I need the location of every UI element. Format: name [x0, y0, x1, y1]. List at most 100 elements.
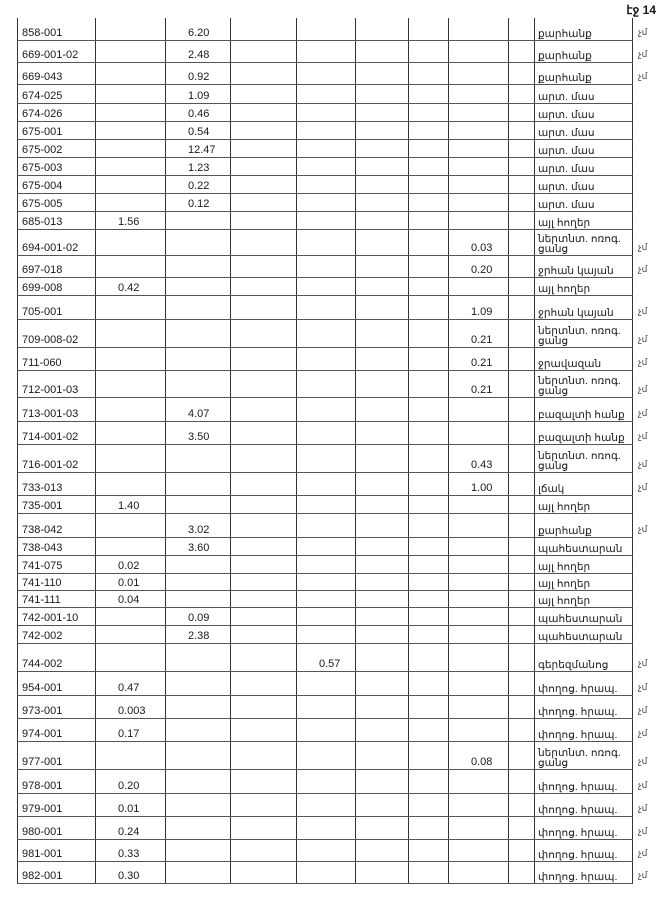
area-cell-6	[408, 671, 449, 696]
land-type: պահեստարան	[534, 607, 633, 626]
table-row: 699-008 0.42 այլ հողեր	[17, 277, 633, 296]
area-cell-3	[230, 40, 297, 63]
area-cell-8	[508, 295, 535, 320]
area-cell-2	[165, 816, 231, 840]
area-cell-6	[408, 18, 449, 41]
area-cell-7	[448, 537, 509, 556]
area-cell-8	[508, 472, 535, 496]
area-cell-7	[448, 555, 509, 574]
table-row: 954-001 0.47 փողոց. հրապ.	[17, 671, 633, 696]
area-cell-8	[508, 347, 535, 371]
parcel-code: 981-001	[17, 839, 96, 862]
area-cell-6	[408, 695, 449, 719]
area-cell-6	[408, 295, 449, 320]
margin-mark: չմ	[638, 71, 648, 81]
area-cell-8	[508, 157, 535, 176]
area-cell-2	[165, 590, 231, 608]
table-row: 742-001-10 0.09 պահեստարան	[17, 607, 633, 626]
area-cell-1: 0.33	[95, 839, 166, 862]
area-cell-6	[408, 175, 449, 194]
table-row: 675-001 0.54 արտ. մաս	[17, 121, 633, 140]
area-cell-1	[95, 193, 166, 212]
area-cell-7: 0.20	[448, 255, 509, 278]
parcel-code: 741-110	[17, 573, 96, 591]
area-cell-7	[448, 277, 509, 296]
area-cell-1	[95, 62, 166, 85]
parcel-code: 742-001-10	[17, 607, 96, 626]
table-row: 978-001 0.20 փողոց. հրապ.	[17, 769, 633, 794]
area-cell-5	[355, 607, 409, 626]
area-cell-4	[296, 590, 356, 608]
area-cell-6	[408, 40, 449, 63]
area-cell-2	[165, 495, 231, 514]
area-cell-5	[355, 121, 409, 140]
area-cell-2: 0.54	[165, 121, 231, 140]
land-type: քարհանք	[534, 40, 633, 63]
area-cell-2	[165, 718, 231, 742]
area-cell-5	[355, 229, 409, 256]
parcel-code: 973-001	[17, 695, 96, 719]
area-cell-2	[165, 255, 231, 278]
area-cell-4	[296, 472, 356, 496]
area-cell-1	[95, 40, 166, 63]
area-cell-8	[508, 397, 535, 422]
area-cell-8	[508, 861, 535, 884]
area-cell-2: 0.46	[165, 103, 231, 122]
land-type: այլ հողեր	[534, 555, 633, 574]
area-cell-5	[355, 175, 409, 194]
parcel-code: 954-001	[17, 671, 96, 696]
area-cell-7	[448, 769, 509, 794]
parcel-code: 741-111	[17, 590, 96, 608]
area-cell-7	[448, 573, 509, 591]
land-type: արտ. մաս	[534, 84, 633, 104]
area-cell-7	[448, 816, 509, 840]
margin-mark: չմ	[638, 682, 648, 692]
area-cell-6	[408, 741, 449, 770]
land-type: արտ. մաս	[534, 175, 633, 194]
area-cell-7	[448, 590, 509, 608]
table-row: 741-111 0.04 այլ հողեր	[17, 590, 633, 608]
table-row: 709-008-02 0.21 ներտնտ. ոռոգ. ցանց	[17, 319, 633, 348]
area-cell-2	[165, 671, 231, 696]
land-type: ջրհան կայան	[534, 295, 633, 320]
area-cell-3	[230, 370, 297, 398]
area-cell-8	[508, 255, 535, 278]
parcel-code: 738-042	[17, 513, 96, 538]
table-row: 980-001 0.24 փողոց. հրապ.	[17, 816, 633, 840]
area-cell-1: 0.01	[95, 573, 166, 591]
area-cell-5	[355, 718, 409, 742]
parcel-code: 674-025	[17, 84, 96, 104]
area-cell-6	[408, 607, 449, 626]
area-cell-6	[408, 103, 449, 122]
land-type: փողոց. հրապ.	[534, 839, 633, 862]
parcel-code: 699-008	[17, 277, 96, 296]
area-cell-3	[230, 495, 297, 514]
area-cell-1: 0.04	[95, 590, 166, 608]
area-cell-6	[408, 62, 449, 85]
area-cell-3	[230, 62, 297, 85]
table-row: 858-001 6.20 քարհանք	[17, 18, 633, 41]
area-cell-5	[355, 211, 409, 230]
land-type: քարհանք	[534, 62, 633, 85]
area-cell-4	[296, 793, 356, 817]
margin-mark: չմ	[638, 27, 648, 37]
area-cell-8	[508, 555, 535, 574]
area-cell-5	[355, 139, 409, 158]
area-cell-8	[508, 839, 535, 862]
area-cell-3	[230, 769, 297, 794]
area-cell-3	[230, 513, 297, 538]
area-cell-3	[230, 793, 297, 817]
area-cell-3	[230, 347, 297, 371]
area-cell-3	[230, 590, 297, 608]
table-row: 669-043 0.92 քարհանք	[17, 62, 633, 85]
area-cell-4	[296, 40, 356, 63]
area-cell-5	[355, 103, 409, 122]
area-cell-1	[95, 607, 166, 626]
land-type: բազալտի հանք	[534, 397, 633, 422]
area-cell-2: 0.22	[165, 175, 231, 194]
area-cell-2	[165, 793, 231, 817]
area-cell-3	[230, 397, 297, 422]
area-cell-6	[408, 472, 449, 496]
area-cell-6	[408, 537, 449, 556]
area-cell-4	[296, 718, 356, 742]
